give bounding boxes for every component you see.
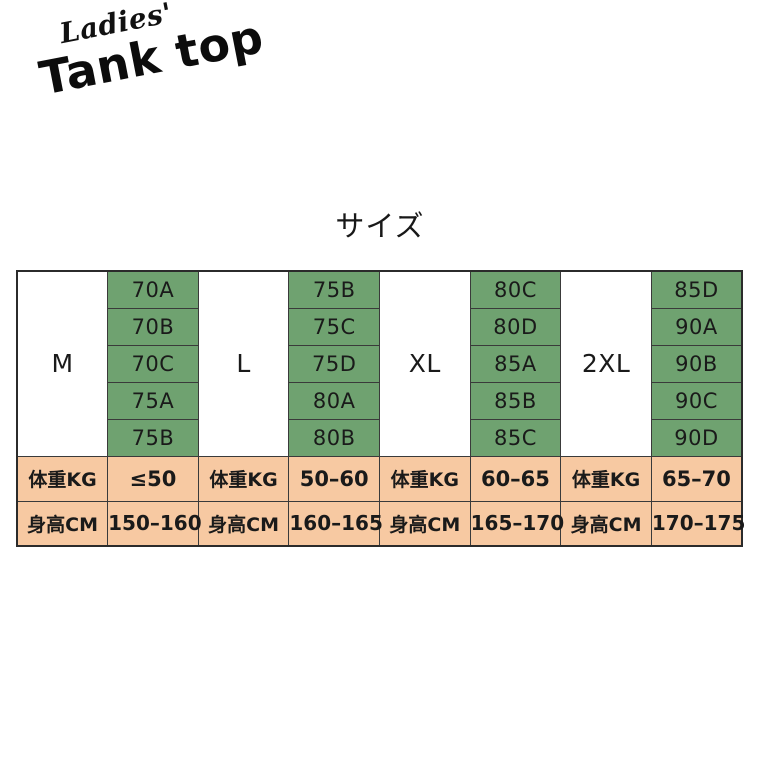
cup-cell: 75B [107, 418, 199, 457]
page-title: サイズ [335, 209, 425, 243]
table-row: 70B 75C 80D 90A [17, 307, 743, 346]
cup-cell: 80C [469, 270, 562, 309]
cup-cell: 90C [650, 381, 743, 420]
table-row: 75A 80A 85B 90C [17, 381, 743, 420]
cup-cell: 75A [107, 381, 199, 420]
height-label: 身高CM [16, 500, 109, 547]
cup-cell: 70C [107, 344, 199, 383]
height-value: 160–165 [288, 500, 383, 547]
cup-cell: 85A [469, 344, 562, 383]
cup-cell: 80A [288, 381, 380, 420]
cup-cell: 90D [650, 418, 743, 457]
cup-cell: 75B [288, 270, 380, 309]
weight-value: 50–60 [288, 455, 380, 502]
weight-label: 体重KG [379, 455, 471, 502]
cup-cell: 70B [107, 307, 199, 346]
cup-cell: 80B [288, 418, 380, 457]
product-title-block: Ladies' Tank top [30, 0, 347, 144]
weight-label: 体重KG [197, 455, 290, 502]
height-value: 165–170 [469, 500, 564, 547]
cup-cell: 75D [288, 344, 380, 383]
cup-cell: 90B [650, 344, 743, 383]
cup-cell: 75C [288, 307, 380, 346]
cup-cell: 85D [650, 270, 743, 309]
weight-value: 65–70 [650, 455, 743, 502]
table-row: M 70A L 75B XL 80C 2XL 85D [16, 270, 743, 457]
size-label-l: L [197, 270, 290, 457]
table-row: 70C 75D 85A 90B [17, 344, 743, 383]
cup-cell: 80D [469, 307, 562, 346]
height-value: 150–160 [107, 500, 202, 547]
cup-cell: 85C [469, 418, 562, 457]
size-table-container: M 70A L 75B XL 80C 2XL 85D 70B 75C 80D 9… [16, 270, 745, 547]
weight-label: 体重KG [16, 455, 109, 502]
size-table: M 70A L 75B XL 80C 2XL 85D 70B 75C 80D 9… [16, 270, 745, 547]
height-row: 身高CM 150–160 身高CM 160–165 身高CM 165–170 身… [16, 500, 745, 547]
weight-value: 60–65 [469, 455, 562, 502]
cup-cell: 70A [107, 270, 199, 309]
height-value: 170–175 [650, 500, 745, 547]
height-label: 身高CM [379, 500, 471, 547]
cup-cell: 90A [650, 307, 743, 346]
size-label-xl: XL [379, 270, 471, 457]
height-label: 身高CM [560, 500, 652, 547]
height-label: 身高CM [197, 500, 290, 547]
size-label-m: M [16, 270, 109, 457]
weight-row: 体重KG ≤50 体重KG 50–60 体重KG 60–65 体重KG 65–7… [16, 455, 743, 502]
cup-cell: 85B [469, 381, 562, 420]
size-label-2xl: 2XL [560, 270, 652, 457]
weight-value: ≤50 [107, 455, 199, 502]
weight-label: 体重KG [560, 455, 652, 502]
